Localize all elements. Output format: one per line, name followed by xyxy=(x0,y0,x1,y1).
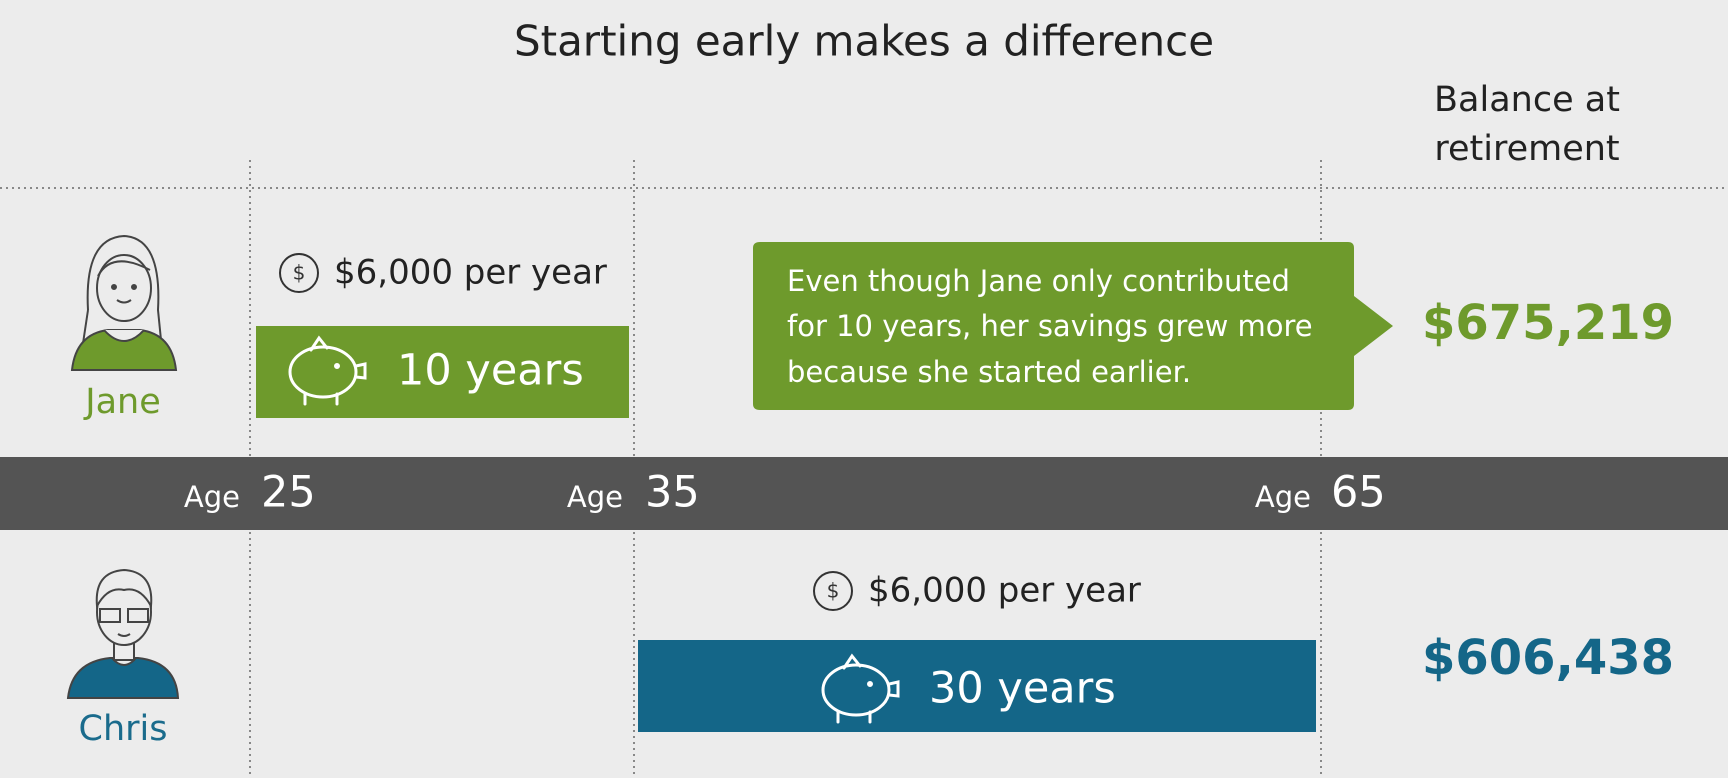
timeline-band xyxy=(0,457,1728,530)
contribution: $6,000 per year xyxy=(334,253,607,293)
age-prefix: Age xyxy=(1255,480,1311,514)
piggy-icon xyxy=(288,335,367,406)
avatar-jane xyxy=(70,234,178,371)
balance: $675,219 xyxy=(1422,295,1674,351)
age: 65 xyxy=(1331,468,1386,518)
age-prefix: Age xyxy=(567,480,623,514)
age: 25 xyxy=(261,468,316,518)
balance: $606,438 xyxy=(1422,630,1674,686)
title: Starting early makes a difference xyxy=(514,17,1214,66)
dollar-icon xyxy=(813,571,853,611)
balance-header: Balance at xyxy=(1434,80,1620,120)
age: 35 xyxy=(645,468,700,518)
dollar-icon-symbol: $ xyxy=(827,579,840,603)
dollar-icon xyxy=(279,253,319,293)
dollar-icon-symbol: $ xyxy=(293,261,306,285)
callout-text: because she started earlier. xyxy=(787,355,1191,389)
duration: 10 years xyxy=(397,346,584,396)
person-name: Jane xyxy=(83,382,161,422)
callout-text: for 10 years, her savings grew more xyxy=(787,309,1313,343)
age-prefix: Age xyxy=(184,480,240,514)
balance-header: retirement xyxy=(1434,129,1619,169)
person-name: Chris xyxy=(79,709,168,749)
callout-text: Even though Jane only contributed xyxy=(787,264,1290,298)
piggy-icon xyxy=(821,653,900,724)
contribution: $6,000 per year xyxy=(868,571,1141,611)
callout xyxy=(753,242,1393,410)
duration: 30 years xyxy=(929,664,1116,714)
duration-bar xyxy=(638,640,1316,732)
avatar-chris xyxy=(66,568,180,699)
